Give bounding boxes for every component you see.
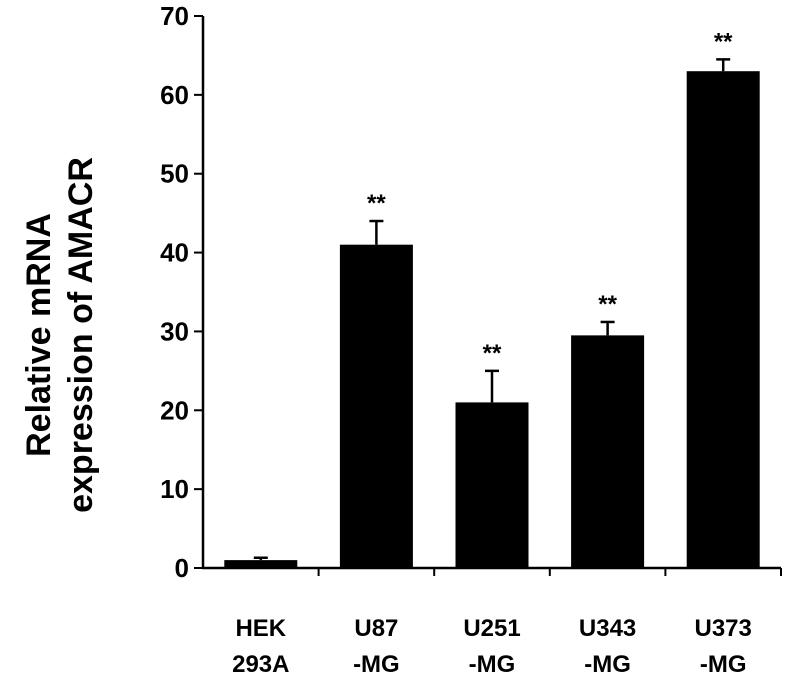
y-tick-label: 60 bbox=[160, 80, 189, 110]
x-category-label: -MG bbox=[353, 651, 400, 678]
significance-marker: ** bbox=[714, 28, 733, 55]
bar bbox=[224, 560, 298, 568]
y-tick-label: 0 bbox=[175, 553, 189, 583]
x-category-label: U343 bbox=[579, 615, 636, 642]
y-tick-label: 10 bbox=[160, 474, 189, 504]
x-category-label: U373 bbox=[695, 615, 752, 642]
significance-marker: ** bbox=[367, 190, 386, 217]
bar bbox=[455, 402, 529, 568]
y-tick-label: 40 bbox=[160, 238, 189, 268]
x-category-label: -MG bbox=[469, 651, 516, 678]
x-category-label: -MG bbox=[584, 651, 631, 678]
y-tick-label: 50 bbox=[160, 159, 189, 189]
bars bbox=[224, 71, 760, 568]
y-tick-label: 30 bbox=[160, 316, 189, 346]
y-tick-label: 20 bbox=[160, 395, 189, 425]
bar bbox=[571, 335, 645, 568]
significance-labels: ** ** ** ** bbox=[367, 28, 733, 366]
x-category-label: U251 bbox=[463, 615, 520, 642]
error-bars bbox=[253, 58, 731, 561]
bar bbox=[686, 71, 760, 568]
x-category-label: HEK bbox=[235, 615, 286, 642]
y-axis-label-line-2: expression of AMACR bbox=[62, 157, 100, 513]
y-tick-label: 70 bbox=[160, 1, 189, 31]
significance-marker: ** bbox=[483, 340, 502, 367]
x-category-label: 293A bbox=[232, 651, 289, 678]
y-axis-label-line-1: Relative mRNA bbox=[20, 213, 58, 457]
x-category-label: U87 bbox=[354, 615, 398, 642]
y-axis-label: Relative mRNA expression of AMACR bbox=[20, 157, 100, 513]
x-category-label: -MG bbox=[700, 651, 747, 678]
y-axis-ticks: 0 10 20 30 40 50 60 70 bbox=[160, 1, 203, 583]
significance-marker: ** bbox=[598, 291, 617, 318]
bar bbox=[339, 244, 413, 568]
x-axis-labels: HEK 293A U87 -MG U251 -MG U343 -MG U373 -MG bbox=[232, 615, 752, 678]
